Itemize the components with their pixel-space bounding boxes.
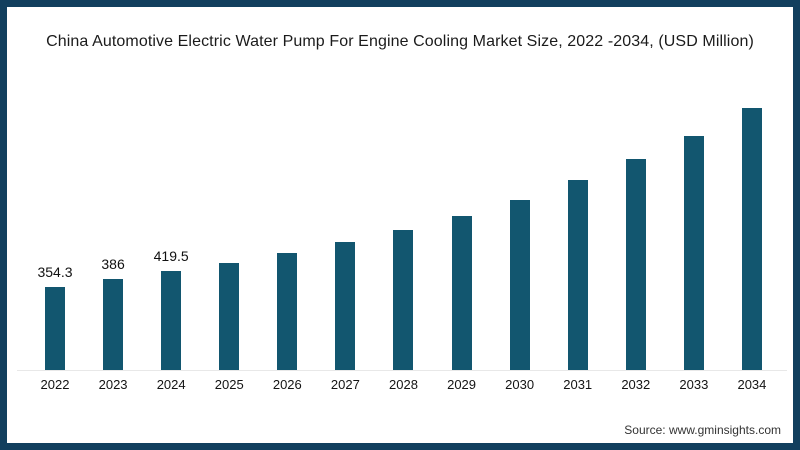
bar-2026: 2026 [273, 252, 302, 392]
x-tick-label: 2028 [389, 377, 418, 392]
bar-column: 386 2023 [84, 256, 142, 392]
bar-column: 2027 [316, 241, 374, 392]
x-tick-label: 2031 [563, 377, 593, 392]
bar-column: 2025 [200, 262, 258, 392]
bar-column: 354.3 2022 [26, 264, 84, 392]
bar-value-label: 386 [101, 256, 125, 273]
bar-column: 2031 [549, 180, 607, 392]
bar-2024: 419.5 2024 [154, 248, 189, 392]
bar-column: 2033 [665, 135, 723, 392]
x-tick-label: 2034 [737, 377, 767, 392]
x-tick-label: 2024 [156, 377, 186, 392]
bar-2027: 2027 [331, 241, 360, 392]
bar-column: 2034 [723, 107, 781, 392]
bar-value-label: 419.5 [153, 248, 189, 265]
bar-2030: 2030 [505, 199, 534, 392]
bar-column: 2030 [491, 199, 549, 392]
bar-2028: 2028 [389, 230, 418, 392]
bar-2031: 2031 [563, 180, 592, 392]
bar-column: 419.5 2024 [142, 248, 200, 392]
bar-2033: 2033 [679, 135, 708, 392]
bar-2022: 354.3 2022 [37, 264, 72, 392]
chart-title: China Automotive Electric Water Pump For… [46, 33, 754, 50]
bar-column: 2026 [258, 252, 316, 392]
bar-2029: 2029 [447, 215, 476, 392]
source-note: Source: www.gminsights.com [624, 423, 781, 437]
x-tick-label: 2027 [330, 377, 360, 392]
x-tick-label: 2033 [679, 377, 709, 392]
x-tick-label: 2030 [505, 377, 535, 392]
x-tick-label: 2025 [214, 377, 244, 392]
bar-column: 2029 [433, 215, 491, 392]
x-tick-label: 2029 [447, 377, 477, 392]
plot-area: 354.3 2022 386 2023 419.5 2024 2025 2026 2027 202… [26, 107, 781, 392]
bar-value-label: 354.3 [37, 263, 73, 280]
bar-2034: 2034 [737, 107, 766, 392]
x-axis-line [17, 370, 787, 371]
bar-2032: 2032 [621, 159, 650, 392]
bar-column: 2032 [607, 159, 665, 392]
x-tick-label: 2026 [272, 377, 302, 392]
bar-2025: 2025 [215, 262, 244, 392]
bar-2023: 386 2023 [99, 256, 128, 392]
x-tick-label: 2032 [621, 377, 651, 392]
x-tick-label: 2023 [98, 377, 128, 392]
x-tick-label: 2022 [40, 377, 70, 392]
bar-column: 2028 [374, 230, 432, 392]
